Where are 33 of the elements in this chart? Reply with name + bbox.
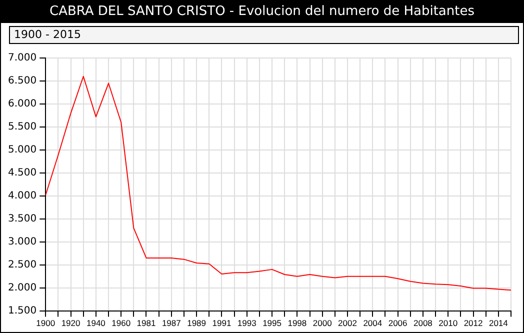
x-tick-label: 2006	[388, 318, 408, 328]
x-tick-label: 1987	[162, 318, 182, 328]
y-tick-label: 4.000	[8, 190, 37, 202]
x-tick-label: 2008	[413, 318, 433, 328]
x-tick-label: 2010	[438, 318, 458, 328]
y-tick-label: 7.000	[8, 52, 37, 64]
x-tick-label: 2002	[338, 318, 358, 328]
x-tick-label: 2000	[312, 318, 332, 328]
y-tick-label: 5.500	[8, 122, 37, 133]
y-tick-label: 3.000	[8, 236, 37, 248]
y-tick-label: 6.000	[8, 98, 37, 110]
y-tick-label: 2.000	[8, 282, 37, 294]
y-tick-label: 5.000	[8, 144, 37, 156]
x-tick-label: 1900	[36, 318, 56, 328]
y-tick-label: 3.500	[8, 213, 37, 224]
x-tick-label: 1995	[262, 318, 282, 328]
x-tick-label: 1960	[112, 318, 131, 328]
x-tick-label: 1993	[237, 318, 257, 328]
y-tick-label: 2.500	[8, 259, 37, 270]
x-tick-label: 1991	[212, 318, 232, 328]
x-tick-label: 2014	[488, 318, 508, 328]
x-tick-label: 1998	[288, 318, 307, 328]
x-tick-label: 2012	[464, 318, 483, 328]
x-tick-label: 1981	[136, 318, 156, 328]
x-tick-label: 1940	[86, 318, 106, 328]
y-tick-label: 4.500	[8, 168, 37, 179]
y-tick-label: 6.500	[8, 76, 37, 87]
x-tick-label: 1920	[61, 318, 81, 328]
chart-title: CABRA DEL SANTO CRISTO - Evolucion del numero de Habitantes	[1, 1, 523, 23]
x-tick-label: 1989	[187, 318, 206, 328]
x-tick-label: 2004	[363, 318, 382, 328]
chart-subtitle: 1900 - 2015	[9, 26, 519, 44]
y-tick-label: 1.500	[8, 305, 37, 316]
